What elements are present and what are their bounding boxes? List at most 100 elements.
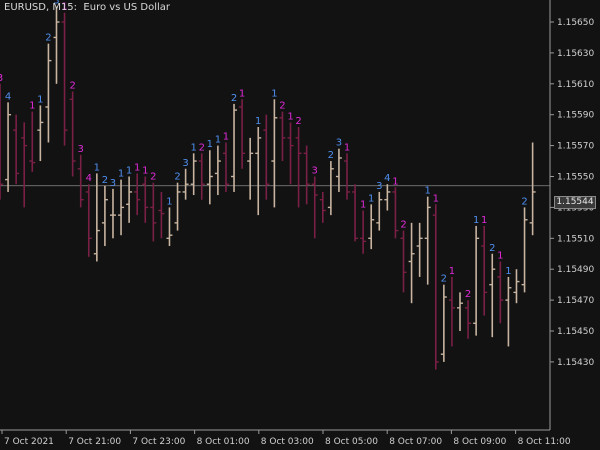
price-bar <box>37 105 44 162</box>
bar-count-label: 1 <box>207 139 213 150</box>
price-bar <box>198 153 205 200</box>
price-tick-label: 1.15450 <box>557 327 594 337</box>
price-bar <box>142 176 149 223</box>
price-bar <box>134 173 141 216</box>
price-bar <box>182 168 189 200</box>
bar-count-label: 4 <box>5 91 11 102</box>
price-bar <box>319 191 326 223</box>
bar-count-label: 1 <box>29 101 35 112</box>
price-bar <box>456 292 463 331</box>
price-tick-label: 1.15590 <box>557 111 594 121</box>
bar-count-label: 2 <box>521 196 527 207</box>
price-bar <box>440 284 447 362</box>
bar-count-label: 1 <box>61 2 67 13</box>
price-bar <box>158 191 165 239</box>
price-bar <box>344 153 351 200</box>
chart-header: EURUSD, M15: Euro vs US Dollar <box>4 2 171 13</box>
price-bar <box>400 230 407 293</box>
bar-count-label: 3 <box>312 166 318 177</box>
time-tick-label: 8 Oct 11:00 <box>518 437 571 447</box>
price-bar <box>190 153 197 196</box>
price-bar <box>408 222 415 304</box>
bar-count-labels: 3411231234123111121231211121112123231113… <box>0 0 528 300</box>
price-bar <box>222 142 229 192</box>
price-scale[interactable]: 1.15650 1.15630 1.15610 1.15590 1.15570 1.155… <box>550 18 594 368</box>
price-bar <box>295 127 302 208</box>
price-bar <box>214 145 221 196</box>
price-tick-label: 1.15430 <box>557 358 594 368</box>
bar-count-label: 1 <box>360 199 366 210</box>
bar-count-label: 2 <box>199 142 205 153</box>
price-bar <box>77 154 84 208</box>
price-bar <box>13 114 20 185</box>
price-tick-label: 1.15630 <box>557 49 594 59</box>
bar-count-label: 1 <box>481 215 487 226</box>
bar-count-label: 2 <box>102 175 108 186</box>
bar-count-label: 1 <box>449 266 455 277</box>
bar-count-label: 1 <box>94 162 100 173</box>
bar-count-label: 2 <box>328 150 334 161</box>
symbol-name: EURUSD <box>4 2 46 13</box>
time-tick-label: 7 Oct 23:00 <box>132 437 185 447</box>
bar-count-label: 1 <box>190 142 196 153</box>
bar-count-label: 1 <box>223 132 229 143</box>
axes <box>0 0 551 431</box>
bar-count-label: 2 <box>150 172 156 183</box>
price-bar <box>489 253 496 338</box>
price-bar <box>45 43 52 143</box>
price-bar <box>416 222 423 277</box>
price-tick-label: 1.15470 <box>557 296 594 306</box>
bar-count-label: 2 <box>441 274 447 285</box>
price-bar <box>5 102 12 192</box>
price-bar <box>21 122 28 208</box>
price-bar <box>166 207 173 247</box>
bar-count-label: 3 <box>182 158 188 169</box>
bar-count-label: 3 <box>336 138 342 149</box>
bar-count-label: 4 <box>384 173 390 184</box>
timeframe: M15 <box>52 2 74 13</box>
bar-count-label: 2 <box>231 93 237 104</box>
price-bar <box>255 127 262 216</box>
bar-count-label: 1 <box>37 94 43 105</box>
time-tick-label: 8 Oct 01:00 <box>197 437 250 447</box>
time-scale[interactable]: 7 Oct 2021 7 Oct 21:00 7 Oct 23:00 8 Oct 01… <box>1 430 571 447</box>
price-bar <box>85 184 92 257</box>
bar-count-label: 1 <box>142 166 148 177</box>
price-bar <box>465 300 472 339</box>
price-bar <box>424 196 431 285</box>
price-bar <box>126 176 133 223</box>
price-tick-label: 1.15610 <box>557 80 594 90</box>
bar-count-label: 2 <box>174 172 180 183</box>
bar-count-label: 2 <box>295 116 301 127</box>
price-tick-label: 1.15490 <box>557 265 594 275</box>
price-bar <box>206 150 213 205</box>
bar-count-label: 2 <box>69 81 75 92</box>
price-bar <box>231 103 238 192</box>
bar-count-label: 1 <box>287 111 293 122</box>
price-bar <box>521 207 528 293</box>
price-tick-label: 1.15550 <box>557 173 594 183</box>
price-bar <box>432 204 439 370</box>
bar-count-label: 3 <box>78 144 84 155</box>
bar-count-label: 1 <box>392 176 398 187</box>
bar-count-label: 3 <box>110 178 116 189</box>
price-bar <box>29 111 36 172</box>
bar-count-label: 2 <box>465 289 471 300</box>
price-bar <box>505 276 512 347</box>
price-bar <box>0 83 3 200</box>
price-bar <box>53 6 60 84</box>
price-bar <box>311 176 318 239</box>
bar-count-label: 1 <box>497 250 503 261</box>
price-bar <box>513 269 520 304</box>
price-bar <box>61 12 68 146</box>
price-bar <box>352 184 359 242</box>
price-tick-label: 1.15570 <box>557 142 594 152</box>
price-bar <box>327 161 334 216</box>
bar-count-label: 1 <box>118 169 124 180</box>
price-bar <box>303 145 310 205</box>
price-bar <box>529 142 536 236</box>
bar-count-label: 1 <box>425 186 431 197</box>
bar-count-label: 3 <box>376 181 382 192</box>
